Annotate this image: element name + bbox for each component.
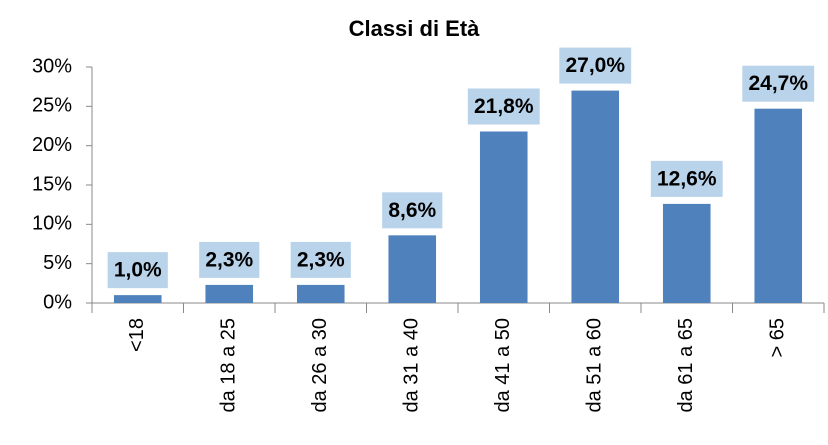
y-tick-label: 20% [32, 134, 72, 156]
x-tick-label: da 18 a 25 [218, 318, 240, 413]
value-label-box [107, 252, 168, 289]
value-label-box [467, 88, 540, 125]
bar [571, 90, 620, 303]
x-tick-label: da 26 a 30 [309, 318, 331, 413]
value-label-box [559, 47, 632, 84]
bar [388, 235, 437, 303]
value-label-box [650, 160, 723, 197]
bar [296, 284, 345, 303]
y-tick-label: 0% [43, 291, 72, 313]
y-tick-label: 25% [32, 95, 72, 117]
value-label-box [290, 241, 351, 278]
value-label: 27,0% [565, 54, 625, 77]
y-tick-label: 30% [32, 55, 72, 77]
x-tick-label: da 51 a 60 [584, 318, 606, 413]
value-label: 12,6% [657, 167, 717, 190]
bar [205, 284, 254, 303]
bar [479, 131, 528, 303]
value-label-box [199, 241, 260, 278]
value-label-box [742, 65, 815, 102]
y-tick-label: 15% [32, 173, 72, 195]
value-label: 24,7% [748, 72, 808, 95]
x-tick-label: <18 [126, 318, 148, 352]
value-label: 2,3% [205, 248, 253, 271]
x-tick-label: da 31 a 40 [401, 318, 423, 413]
x-tick-label: da 41 a 50 [492, 318, 514, 413]
value-label: 21,8% [474, 95, 534, 118]
bar [113, 295, 162, 303]
chart-title: Classi di Età [349, 16, 481, 41]
bar [754, 108, 803, 304]
y-tick-label: 5% [43, 252, 72, 274]
value-label: 8,6% [388, 199, 436, 222]
value-label-box [382, 192, 443, 229]
x-tick-label: da 61 a 65 [675, 318, 697, 413]
x-tick-label: > 65 [767, 318, 789, 357]
value-label: 1,0% [114, 259, 162, 282]
value-label: 2,3% [297, 248, 345, 271]
bar [662, 203, 711, 303]
y-tick-label: 10% [32, 213, 72, 235]
